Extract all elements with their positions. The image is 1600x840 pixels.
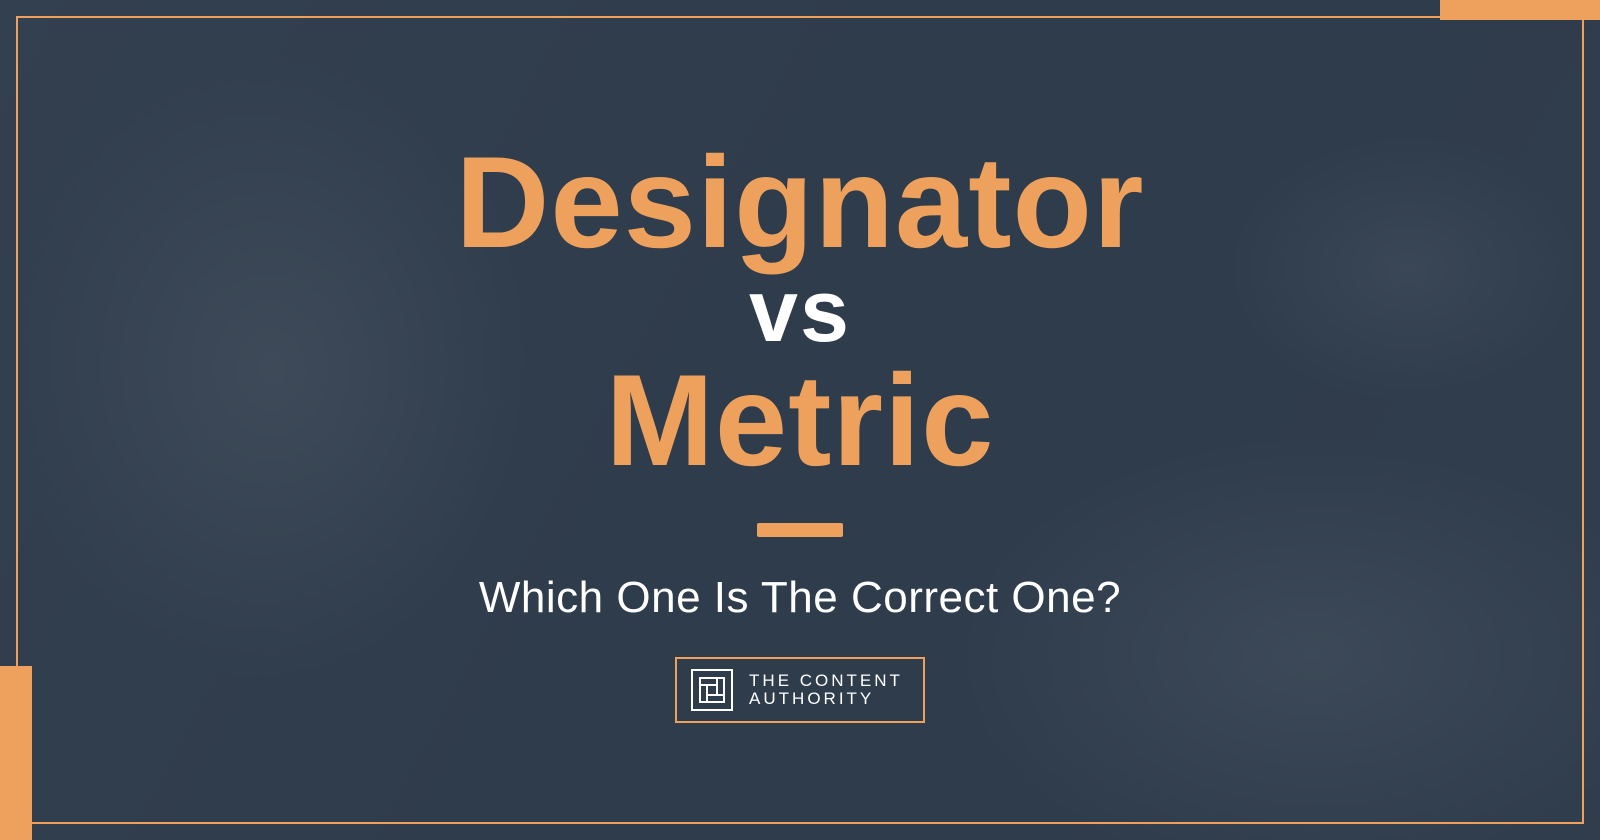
divider-bar [757, 523, 843, 537]
content-stack: Designator vs Metric Which One Is The Co… [0, 0, 1600, 840]
brand-logo-text: THE CONTENT AUTHORITY [749, 672, 903, 709]
brand-line-2: AUTHORITY [749, 690, 903, 708]
title-block: Designator vs Metric [455, 137, 1144, 485]
title-word-a: Designator [455, 137, 1144, 267]
maze-icon [698, 676, 726, 704]
infographic-canvas: Designator vs Metric Which One Is The Co… [0, 0, 1600, 840]
title-vs: vs [749, 267, 851, 355]
brand-logo-box: THE CONTENT AUTHORITY [675, 657, 925, 723]
brand-logo-mark [691, 669, 733, 711]
title-word-b: Metric [606, 355, 995, 485]
subtitle-text: Which One Is The Correct One? [479, 573, 1121, 623]
brand-line-1: THE CONTENT [749, 672, 903, 690]
